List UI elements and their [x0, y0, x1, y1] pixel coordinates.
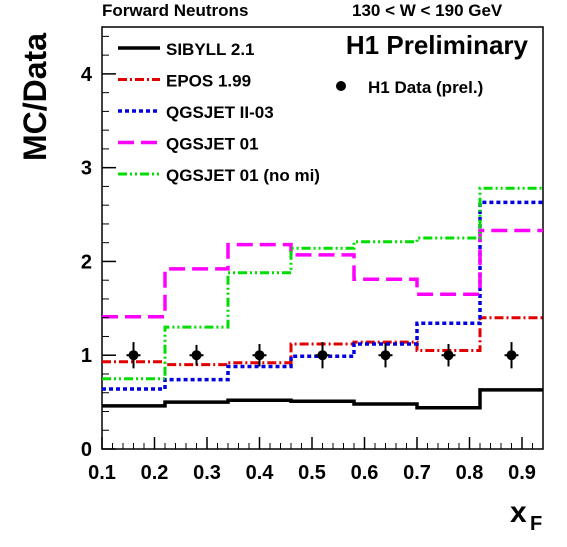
x-tick-label: 0.9: [508, 462, 536, 484]
legend-label-5: QGSJET 01 (no mi): [166, 166, 320, 185]
x-tick-label: 0.6: [351, 462, 379, 484]
y-tick-label: 0: [81, 439, 92, 461]
header-right-label: 130 < W < 190 GeV: [352, 1, 503, 20]
data-point-marker: [191, 350, 202, 361]
data-point: [378, 343, 393, 368]
x-tick-label: 0.2: [141, 462, 169, 484]
chart-title: H1 Preliminary: [346, 30, 529, 60]
x-tick-label: 0.8: [456, 462, 484, 484]
y-tick-label: 2: [81, 251, 92, 273]
data-point-marker: [506, 350, 517, 361]
x-tick-label: 0.1: [88, 462, 116, 484]
y-tick-label: 4: [81, 64, 93, 86]
axes-layer: 0.1 0.2 0.3 0.4 0.5 0.6 0.7 0.8 0.9 0 1 2 3 4: [81, 35, 536, 484]
data-point: [189, 344, 204, 366]
data-point-marker: [317, 350, 328, 361]
legend-label-2: EPOS 1.99: [166, 72, 251, 91]
x-axis-label: x: [510, 496, 527, 529]
x-tick-label: 0.4: [246, 462, 275, 484]
series-line-4: [102, 228, 543, 319]
y-tick-label: 3: [81, 158, 92, 180]
data-point: [252, 343, 267, 367]
data-point: [126, 342, 141, 369]
header-left-label: Forward Neutrons: [102, 1, 249, 20]
legend-data-marker: [336, 81, 346, 91]
data-point-marker: [254, 350, 265, 361]
data-points-layer: [126, 342, 519, 369]
series-layer: [102, 186, 543, 410]
x-tick-label: 0.3: [193, 462, 221, 484]
series-line-5: [102, 186, 543, 381]
data-point: [441, 343, 456, 367]
data-point-marker: [443, 350, 454, 361]
data-point: [504, 342, 519, 369]
legend-label-3: QGSJET II-03: [166, 103, 274, 122]
legend-data-label: H1 Data (prel.): [368, 78, 483, 97]
x-axis-label-subscript: F: [530, 513, 542, 535]
data-point-marker: [380, 350, 391, 361]
data-point-marker: [128, 350, 139, 361]
legend-label-4: QGSJET 01: [166, 135, 259, 154]
y-tick-label: 1: [81, 345, 92, 367]
legend-label-1: SIBYLL 2.1: [166, 40, 255, 59]
x-tick-label: 0.5: [298, 462, 326, 484]
x-tick-label: 0.7: [403, 462, 431, 484]
y-axis-label: MC/Data: [17, 33, 53, 161]
legend: SIBYLL 2.1 EPOS 1.99 QGSJET II-03 QGSJET 01…: [118, 40, 483, 185]
data-point: [315, 342, 330, 369]
series-line-1: [102, 388, 543, 410]
